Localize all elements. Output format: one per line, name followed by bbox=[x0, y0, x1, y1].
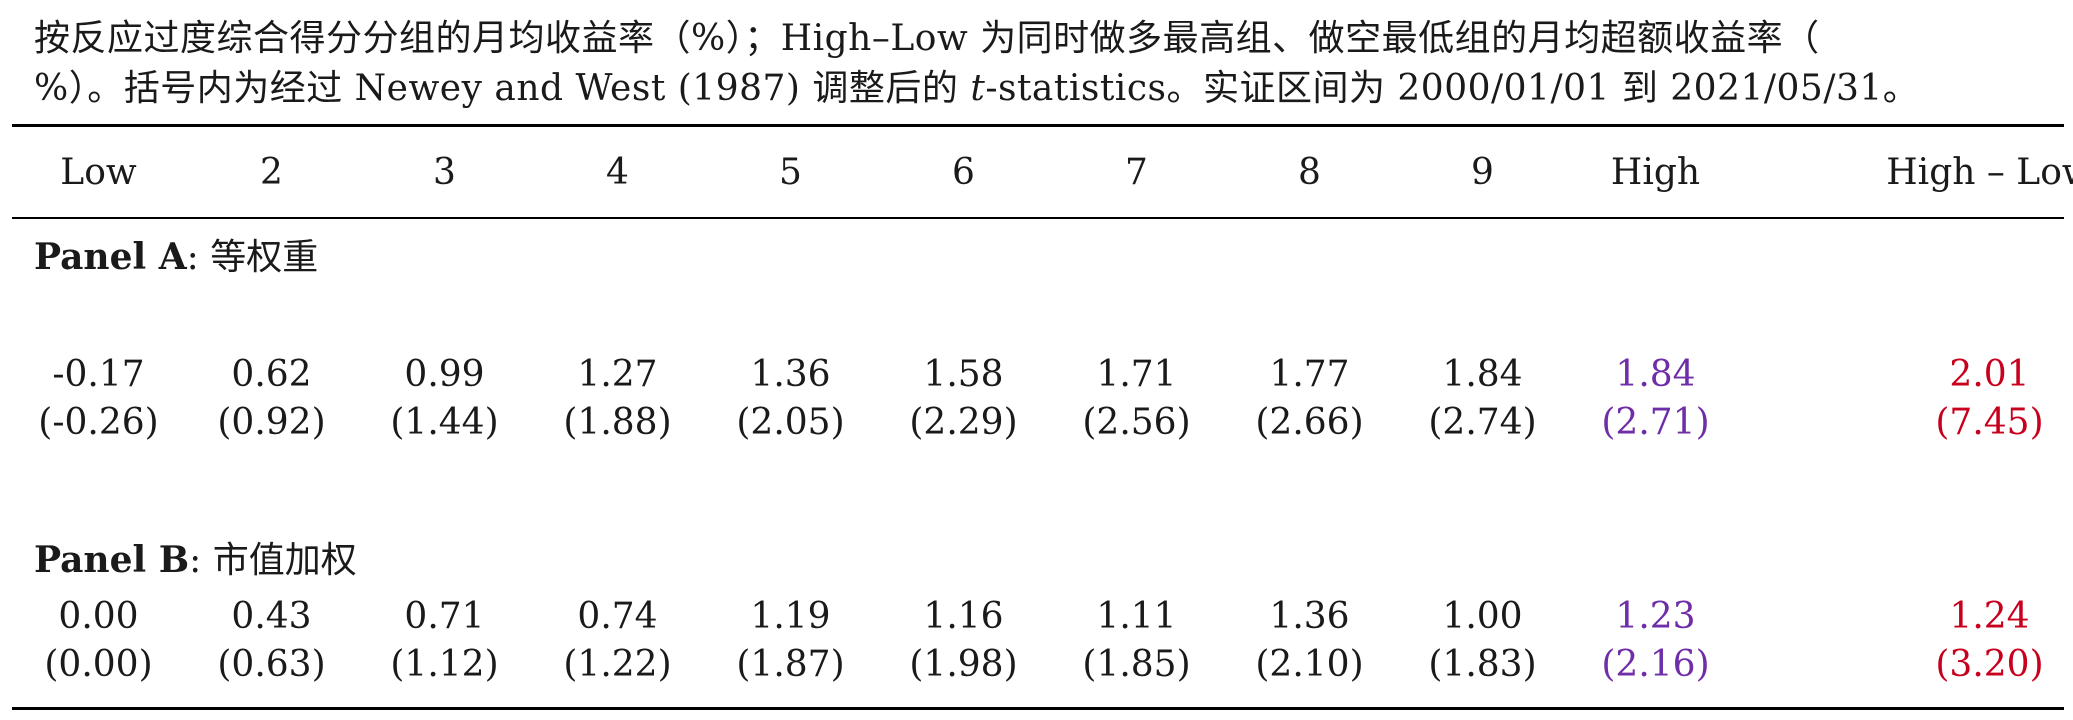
table-cell: 1.00 bbox=[1442, 596, 1523, 637]
table-cell: 1.16 bbox=[923, 596, 1004, 637]
panel-b-label: Panel B bbox=[34, 539, 190, 581]
table-cell: (2.29) bbox=[909, 402, 1018, 443]
high-minus-low-cell: (3.20) bbox=[1935, 644, 2044, 685]
table-cell: (2.10) bbox=[1255, 644, 1364, 685]
caption-t-symbol: t bbox=[970, 68, 986, 109]
table-cell: (1.88) bbox=[563, 402, 672, 443]
panel-a-spacer bbox=[12, 291, 2073, 351]
column-header-low: Low bbox=[60, 151, 137, 193]
panel-a-label: Panel A bbox=[34, 236, 187, 278]
panel-b-heading: Panel B: 市值加权 bbox=[12, 521, 2073, 593]
high-cell: (2.71) bbox=[1601, 402, 1710, 443]
table-cell: 0.00 bbox=[58, 596, 139, 637]
results-table: Low 2 3 4 5 6 7 8 9 High High – Low Pane… bbox=[12, 127, 2073, 689]
table-cell: 1.58 bbox=[923, 354, 1004, 395]
panel-gap bbox=[12, 447, 2073, 521]
table-cell: 0.43 bbox=[231, 596, 312, 637]
table-cell: (2.56) bbox=[1082, 402, 1191, 443]
table-cell: 1.84 bbox=[1442, 354, 1523, 395]
table-cell: (1.12) bbox=[390, 644, 499, 685]
table-cell: 1.36 bbox=[1269, 596, 1350, 637]
column-header-6: 6 bbox=[952, 151, 975, 193]
column-header-5: 5 bbox=[779, 151, 802, 193]
table-cell: (0.63) bbox=[217, 644, 326, 685]
table-cell: (1.83) bbox=[1428, 644, 1537, 685]
high-minus-low-cell: 2.01 bbox=[1949, 354, 2030, 395]
caption-part-1: 按反应过度综合得分分组的月均收益率（%）；High–Low 为同时做多最高组、做… bbox=[34, 18, 1820, 59]
panel-a-heading: Panel A: 等权重 bbox=[12, 217, 2073, 291]
table-cell: 0.74 bbox=[577, 596, 658, 637]
table-cell: 1.11 bbox=[1096, 596, 1177, 637]
table-caption: 按反应过度综合得分分组的月均收益率（%）；High–Low 为同时做多最高组、做… bbox=[34, 14, 2044, 114]
panel-a-tstats-row: (-0.26) (0.92) (1.44) (1.88) (2.05) (2.2… bbox=[12, 399, 2073, 447]
high-cell: 1.84 bbox=[1615, 354, 1696, 395]
caption-part-2: %）。括号内为经过 Newey and West (1987) 调整后的 bbox=[34, 68, 971, 109]
column-header-3: 3 bbox=[433, 151, 456, 193]
table-cell: 1.36 bbox=[750, 354, 831, 395]
high-cell: (2.16) bbox=[1601, 644, 1710, 685]
high-minus-low-cell: (7.45) bbox=[1935, 402, 2044, 443]
column-header-4: 4 bbox=[606, 151, 629, 193]
panel-b-separator: : bbox=[189, 540, 202, 581]
panel-a-returns-row: -0.17 0.62 0.99 1.27 1.36 1.58 1.71 1.77… bbox=[12, 351, 2073, 399]
table-cell: (0.00) bbox=[44, 644, 153, 685]
table-cell: 1.77 bbox=[1269, 354, 1350, 395]
column-header-2: 2 bbox=[260, 151, 283, 193]
column-header-high: High bbox=[1610, 151, 1701, 193]
table-cell: (2.66) bbox=[1255, 402, 1364, 443]
table-cell: (2.05) bbox=[736, 402, 845, 443]
caption-part-3: -statistics。实证区间为 2000/01/01 到 2021/05/3… bbox=[985, 68, 1920, 109]
high-minus-low-cell: 1.24 bbox=[1949, 596, 2030, 637]
table-cell: (-0.26) bbox=[38, 402, 159, 443]
bottom-rule bbox=[12, 707, 2064, 710]
table-cell: (1.85) bbox=[1082, 644, 1191, 685]
table-cell: 1.27 bbox=[577, 354, 658, 395]
table-cell: 0.62 bbox=[231, 354, 312, 395]
column-header-8: 8 bbox=[1298, 151, 1321, 193]
table-cell: (1.87) bbox=[736, 644, 845, 685]
high-cell: 1.23 bbox=[1615, 596, 1696, 637]
table-cell: (1.44) bbox=[390, 402, 499, 443]
panel-a-name: 等权重 bbox=[210, 237, 319, 278]
table-cell: (2.74) bbox=[1428, 402, 1537, 443]
column-header-7: 7 bbox=[1125, 151, 1148, 193]
column-header-9: 9 bbox=[1471, 151, 1494, 193]
table-cell: (1.22) bbox=[563, 644, 672, 685]
table-cell: -0.17 bbox=[52, 354, 145, 395]
table-cell: 1.19 bbox=[750, 596, 831, 637]
table-cell: 0.99 bbox=[404, 354, 485, 395]
header-rule bbox=[12, 217, 2064, 219]
table-cell: (0.92) bbox=[217, 402, 326, 443]
table-cell: 1.71 bbox=[1096, 354, 1177, 395]
header-row: Low 2 3 4 5 6 7 8 9 High High – Low bbox=[12, 127, 2073, 217]
panel-a-separator: : bbox=[186, 237, 199, 278]
panel-b-returns-row: 0.00 0.43 0.71 0.74 1.19 1.16 1.11 1.36 … bbox=[12, 593, 2073, 641]
table-cell: 0.71 bbox=[404, 596, 485, 637]
panel-b-tstats-row: (0.00) (0.63) (1.12) (1.22) (1.87) (1.98… bbox=[12, 641, 2073, 689]
top-rule bbox=[12, 124, 2064, 127]
column-header-high-minus-low: High – Low bbox=[1886, 151, 2073, 193]
panel-b-name: 市值加权 bbox=[212, 540, 357, 581]
table-cell: (1.98) bbox=[909, 644, 1018, 685]
